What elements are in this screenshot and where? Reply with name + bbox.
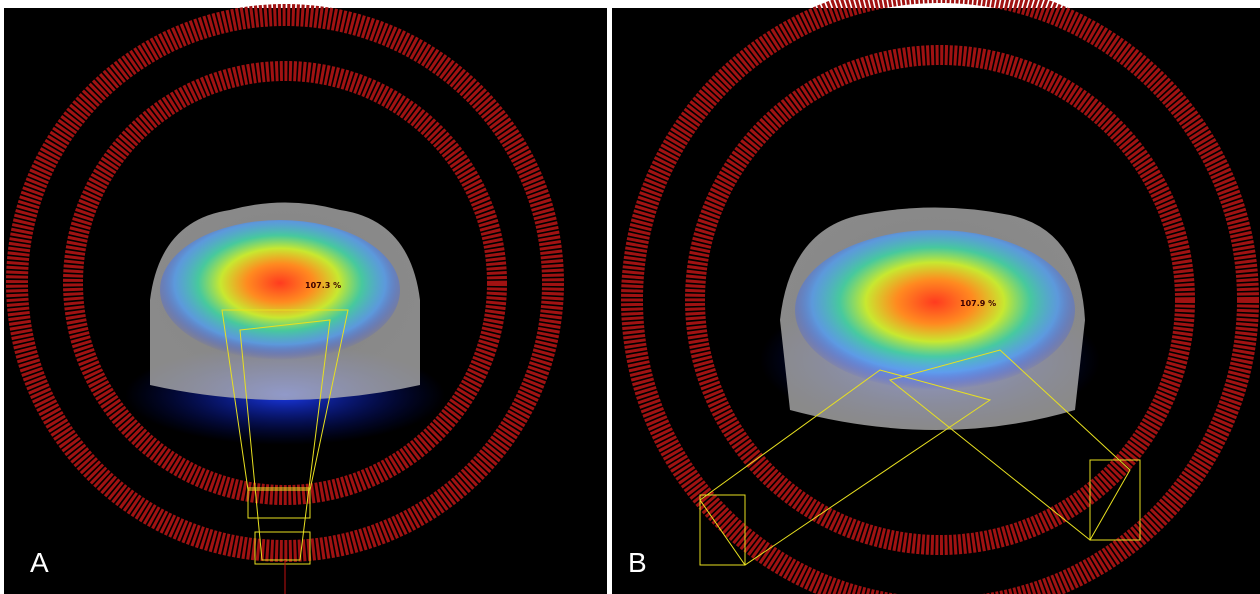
dose-cloud [160, 220, 400, 360]
panel-a: 107.3 % A [4, 8, 607, 594]
panel-label: A [30, 547, 49, 578]
figure: 107.3 % A 107.9 % B [0, 0, 1260, 594]
dose-label: 107.3 % [305, 281, 341, 290]
dose-cloud [795, 230, 1075, 390]
panel-label: B [628, 547, 647, 578]
dose-label: 107.9 % [960, 299, 996, 308]
panel-b: 107.9 % B [612, 0, 1260, 594]
